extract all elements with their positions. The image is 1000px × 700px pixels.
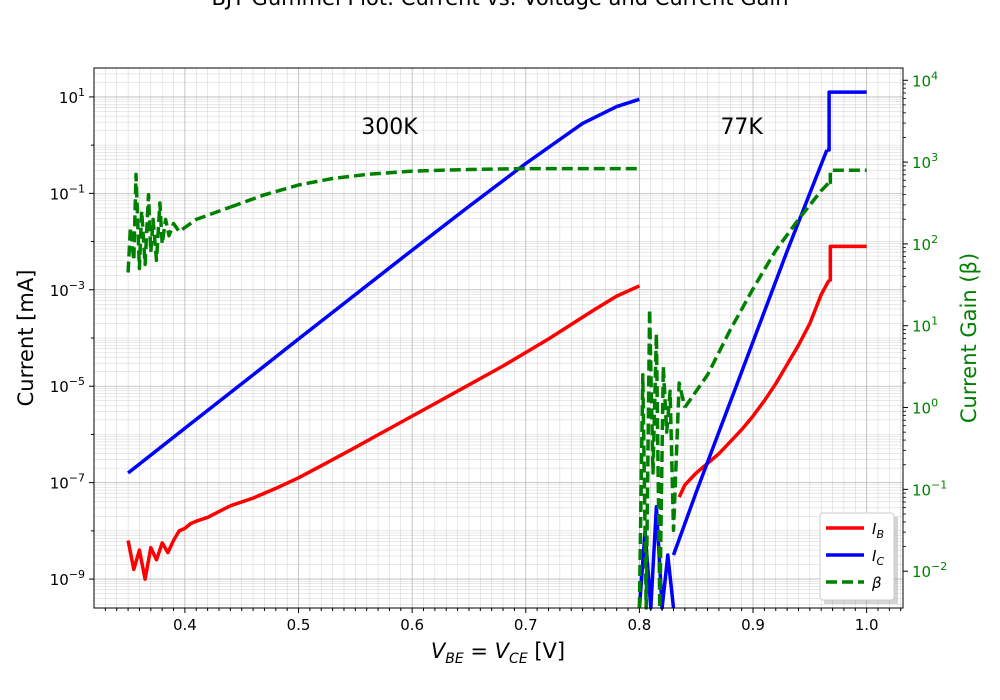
legend: IB IC β	[819, 512, 898, 604]
series-line-ib	[677, 279, 831, 498]
y-right-tick-label: 100	[912, 397, 938, 418]
legend-label: IC	[872, 547, 884, 568]
y-axis-right-label: Current Gain (β)	[957, 253, 981, 423]
series-line-	[828, 168, 867, 185]
region-label: 300K	[361, 115, 418, 140]
x-tick-label: 0.4	[173, 616, 197, 634]
y-right-tick-label: 104	[912, 69, 938, 90]
series-line-ic	[826, 90, 867, 152]
x-tick-label: 0.9	[741, 616, 765, 634]
y-left-tick-label: 10−3	[50, 279, 85, 300]
x-tick-label: 1.0	[855, 616, 879, 634]
x-tick-label: 0.7	[514, 616, 538, 634]
legend-label: IB	[872, 520, 884, 541]
series-line-ib	[229, 284, 641, 508]
series-line-	[126, 172, 231, 273]
y-left-tick-label: 10−9	[50, 568, 85, 589]
series-line-ib	[828, 244, 867, 282]
x-tick-label: 0.6	[400, 616, 424, 634]
series-line-ib	[126, 504, 232, 581]
annotations: 300K 77K	[361, 115, 763, 140]
chart-title: BJT Gummel Plot: Current vs. Voltage and…	[211, 0, 788, 10]
y-axis-left-label: Current [mA]	[14, 270, 38, 407]
y-right-tick-label: 102	[912, 233, 938, 254]
y-left-tick-label: 10−5	[50, 375, 85, 396]
series-layer	[126, 90, 867, 610]
region-label: 77K	[720, 115, 763, 140]
y-right-tick-label: 101	[912, 315, 938, 336]
y-left-tick-label: 10−7	[50, 472, 85, 493]
x-axis-label: VBE = VCE [V]	[431, 639, 565, 667]
y-right-tick-label: 103	[912, 151, 938, 172]
series-line-ic	[671, 149, 829, 556]
legend-label: β	[871, 574, 882, 592]
grid-lines	[94, 68, 903, 608]
y-right-tick-label: 10−1	[912, 478, 947, 499]
x-tick-label: 0.8	[627, 616, 651, 634]
axis-ticks: 0.4 0.5 0.6 0.7 0.8 0.9 1.0 101 10−1 10−3 10−5 10−7…	[50, 69, 948, 634]
y-right-tick-label: 10−2	[912, 560, 947, 581]
series-line-	[229, 166, 640, 209]
series-line-ic	[127, 97, 640, 475]
y-left-tick-label: 10−1	[50, 182, 85, 203]
series-line-	[683, 181, 831, 409]
x-tick-label: 0.5	[287, 616, 311, 634]
y-left-tick-label: 101	[59, 86, 85, 107]
